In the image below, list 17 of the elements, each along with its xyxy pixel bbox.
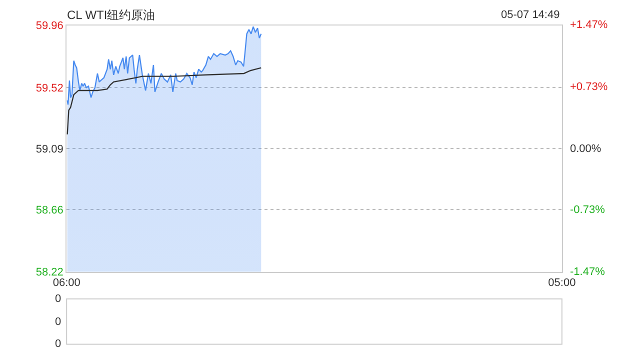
y-tick-label: 58.66 xyxy=(36,204,64,216)
y-tick-label: 58.22 xyxy=(36,266,64,279)
y2-tick-label: 0.00% xyxy=(570,143,602,155)
chart-title: CL WTI纽约原油 xyxy=(67,8,156,22)
text: 05-07 14:49 xyxy=(501,9,560,21)
text: 0 xyxy=(55,316,62,328)
x-tick-label: 06:00 xyxy=(52,277,80,289)
y2-tick-label: +0.73% xyxy=(570,81,608,93)
y2-tick-label: +1.47% xyxy=(570,19,608,31)
text: 0 xyxy=(55,338,62,350)
x-tick-label: 05:00 xyxy=(548,277,576,289)
y2-tick-label: -1.47% xyxy=(570,266,606,278)
text: 0 xyxy=(55,293,62,305)
y2-tick-label: -0.73% xyxy=(570,204,606,216)
y-tick-label: 59.96 xyxy=(36,20,64,32)
y-tick-label: 59.52 xyxy=(36,82,64,94)
y-tick-label: 59.09 xyxy=(36,143,64,156)
